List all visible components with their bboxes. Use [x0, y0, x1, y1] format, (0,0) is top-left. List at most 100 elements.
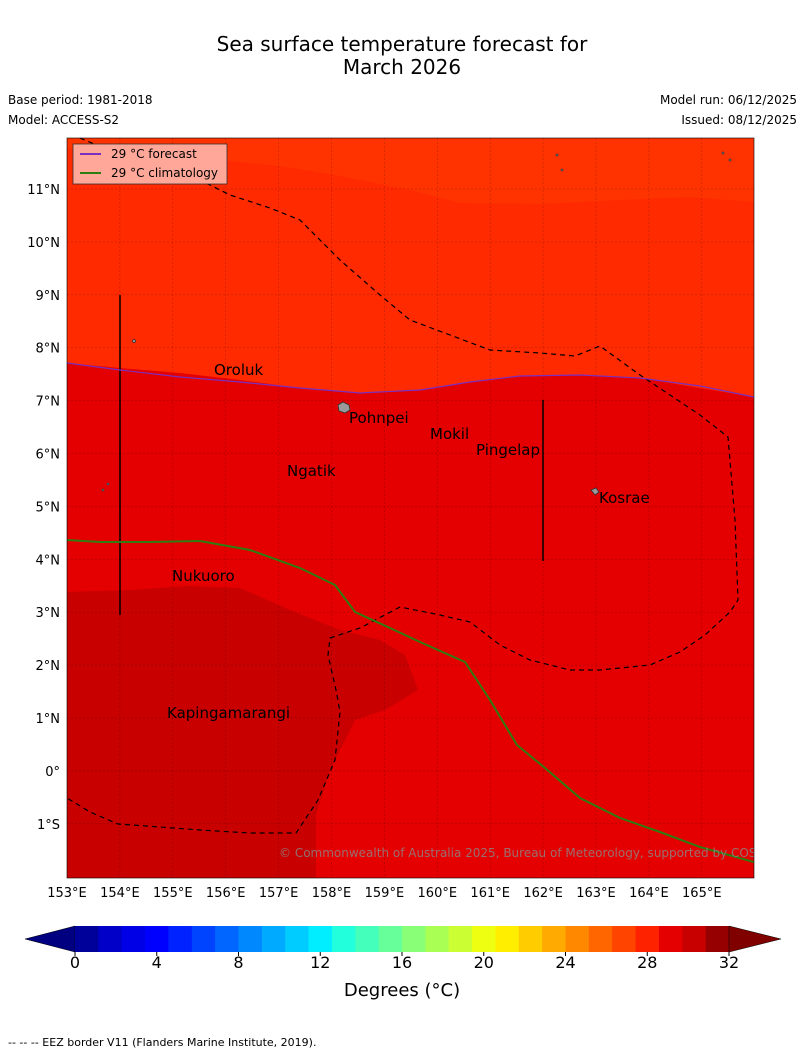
forecast-29c-contour: [67, 362, 754, 398]
colorbar-cell: [168, 926, 193, 952]
longitude-label: 160°E: [418, 886, 458, 901]
island-dot: [560, 168, 564, 172]
colorbar-cell: [75, 926, 99, 952]
climatology-29c-contour: [67, 539, 754, 863]
model-run: Model run: 06/12/2025: [659, 93, 797, 107]
latitude-label: 1°S: [37, 818, 60, 833]
colorbar-tick-label: 4: [152, 953, 162, 972]
longitude-label: 159°E: [365, 886, 405, 901]
latitude-label: 2°N: [36, 659, 61, 674]
latitude-label: 6°N: [36, 448, 61, 463]
place-label: Ngatik: [287, 462, 336, 480]
colorbar-cell: [215, 926, 239, 952]
longitude-label: 165°E: [682, 886, 722, 901]
model-name: Model: ACCESS-S2: [8, 113, 120, 127]
colorbar-cell: [308, 926, 333, 952]
island-dot: [132, 339, 136, 343]
legend-box: [72, 143, 228, 185]
latitude-label: 0°: [45, 765, 60, 780]
legend-forecast-label: 29 °C forecast: [111, 147, 197, 161]
island-dot: [106, 482, 110, 486]
eez-note: -- -- -- EEZ border V11 (Flanders Marine…: [8, 1036, 317, 1049]
colorbar-cell: [518, 926, 543, 952]
colorbar-cell: [448, 926, 473, 952]
longitude-label: 153°E: [47, 886, 87, 901]
colorbar-cell: [658, 926, 683, 952]
latitude-labels: 11°N 10°N 9°N 8°N 7°N 6°N 5°N 4°N 3°N 2°N 1°N 0° 1°S: [27, 183, 60, 833]
colorbar-cell: [191, 926, 216, 952]
copyright-text: © Commonwealth of Australia 2025, Bureau…: [279, 846, 784, 860]
colorbar-cell: [682, 926, 707, 952]
colorbar-tick-label: 28: [637, 953, 657, 972]
islands: [101, 151, 732, 496]
colorbar-cell: [285, 926, 310, 952]
island-dot: [101, 488, 105, 492]
island-dot: [721, 151, 725, 155]
longitude-label: 162°E: [523, 886, 563, 901]
sst-fill-29-30: [67, 138, 754, 397]
colorbar-cell: [425, 926, 450, 952]
colorbar-cell: [705, 926, 730, 952]
colorbar-cell: [121, 926, 146, 952]
longitude-label: 156°E: [206, 886, 246, 901]
colorbar-cell: [402, 926, 426, 952]
place-label: Oroluk: [214, 361, 263, 379]
colorbar-tick-label: 12: [310, 953, 330, 972]
latitude-label: 5°N: [36, 500, 61, 515]
colorbar-cell: [145, 926, 169, 952]
issued-date: Issued: 08/12/2025: [681, 113, 797, 127]
colorbar-tick-label: 20: [474, 953, 494, 972]
latitude-label: 4°N: [36, 553, 61, 568]
longitude-labels: 153°E 154°E 155°E 156°E 157°E 158°E 159°E 160°E…: [47, 886, 721, 901]
colorbar-cell: [98, 926, 123, 952]
map-area: Oroluk Pohnpei Mokil Pingelap Ngatik Kos…: [67, 138, 784, 878]
latitude-label: 1°N: [36, 712, 61, 727]
colorbar-cell: [355, 926, 380, 952]
longitude-label: 164°E: [629, 886, 669, 901]
latitude-label: 3°N: [36, 606, 61, 621]
longitude-label: 154°E: [100, 886, 140, 901]
longitude-label: 161°E: [470, 886, 510, 901]
base-period: Base period: 1981-2018: [8, 93, 153, 107]
sst-fill-31-32: [67, 586, 418, 878]
place-label: Pohnpei: [349, 409, 409, 427]
colorbar-cell: [542, 926, 566, 952]
latitude-label: 9°N: [36, 289, 61, 304]
kosrae-island: [590, 487, 600, 496]
colorbar-tick-label: 32: [719, 953, 739, 972]
place-label: Nukuoro: [172, 567, 235, 585]
title-line-1: Sea surface temperature forecast for: [216, 32, 588, 56]
colorbar-cell: [612, 926, 637, 952]
legend-climatology-label: 29 °C climatology: [111, 166, 218, 180]
colorbar-cell: [472, 926, 496, 952]
colorbar-tick-label: 8: [233, 953, 243, 972]
sst-fill-28-29: [67, 138, 754, 204]
latitude-label: 10°N: [27, 236, 60, 251]
colorbar-cell: [378, 926, 403, 952]
colorbar-cell: [588, 926, 613, 952]
place-label: Pingelap: [476, 441, 540, 459]
colorbar-tick-label: 0: [70, 953, 80, 972]
map-frame: [66, 137, 755, 879]
colorbar-tick-label: 24: [555, 953, 575, 972]
longitude-label: 163°E: [576, 886, 616, 901]
colorbar-over-arrow: [728, 925, 782, 953]
pohnpei-island: [337, 401, 351, 414]
colorbar-cell: [331, 926, 356, 952]
colorbar: 0 4 8 12 16 20 24 28 32: [24, 925, 782, 972]
colorbar-cell: [261, 926, 286, 952]
colorbar-under-arrow: [24, 925, 76, 953]
longitude-label: 155°E: [153, 886, 193, 901]
colorbar-tick-label: 16: [392, 953, 412, 972]
island-dot: [555, 153, 559, 157]
place-label: Kapingamarangi: [167, 704, 290, 722]
colorbar-cell: [565, 926, 590, 952]
latitude-label: 7°N: [36, 395, 61, 410]
contour-legend: 29 °C forecast 29 °C climatology: [72, 143, 228, 185]
title-line-2: March 2026: [342, 55, 462, 79]
place-label: Mokil: [430, 425, 469, 443]
latitude-label: 11°N: [27, 183, 60, 198]
longitude-label: 157°E: [259, 886, 299, 901]
longitude-label: 158°E: [312, 886, 352, 901]
colorbar-cell: [238, 926, 263, 952]
